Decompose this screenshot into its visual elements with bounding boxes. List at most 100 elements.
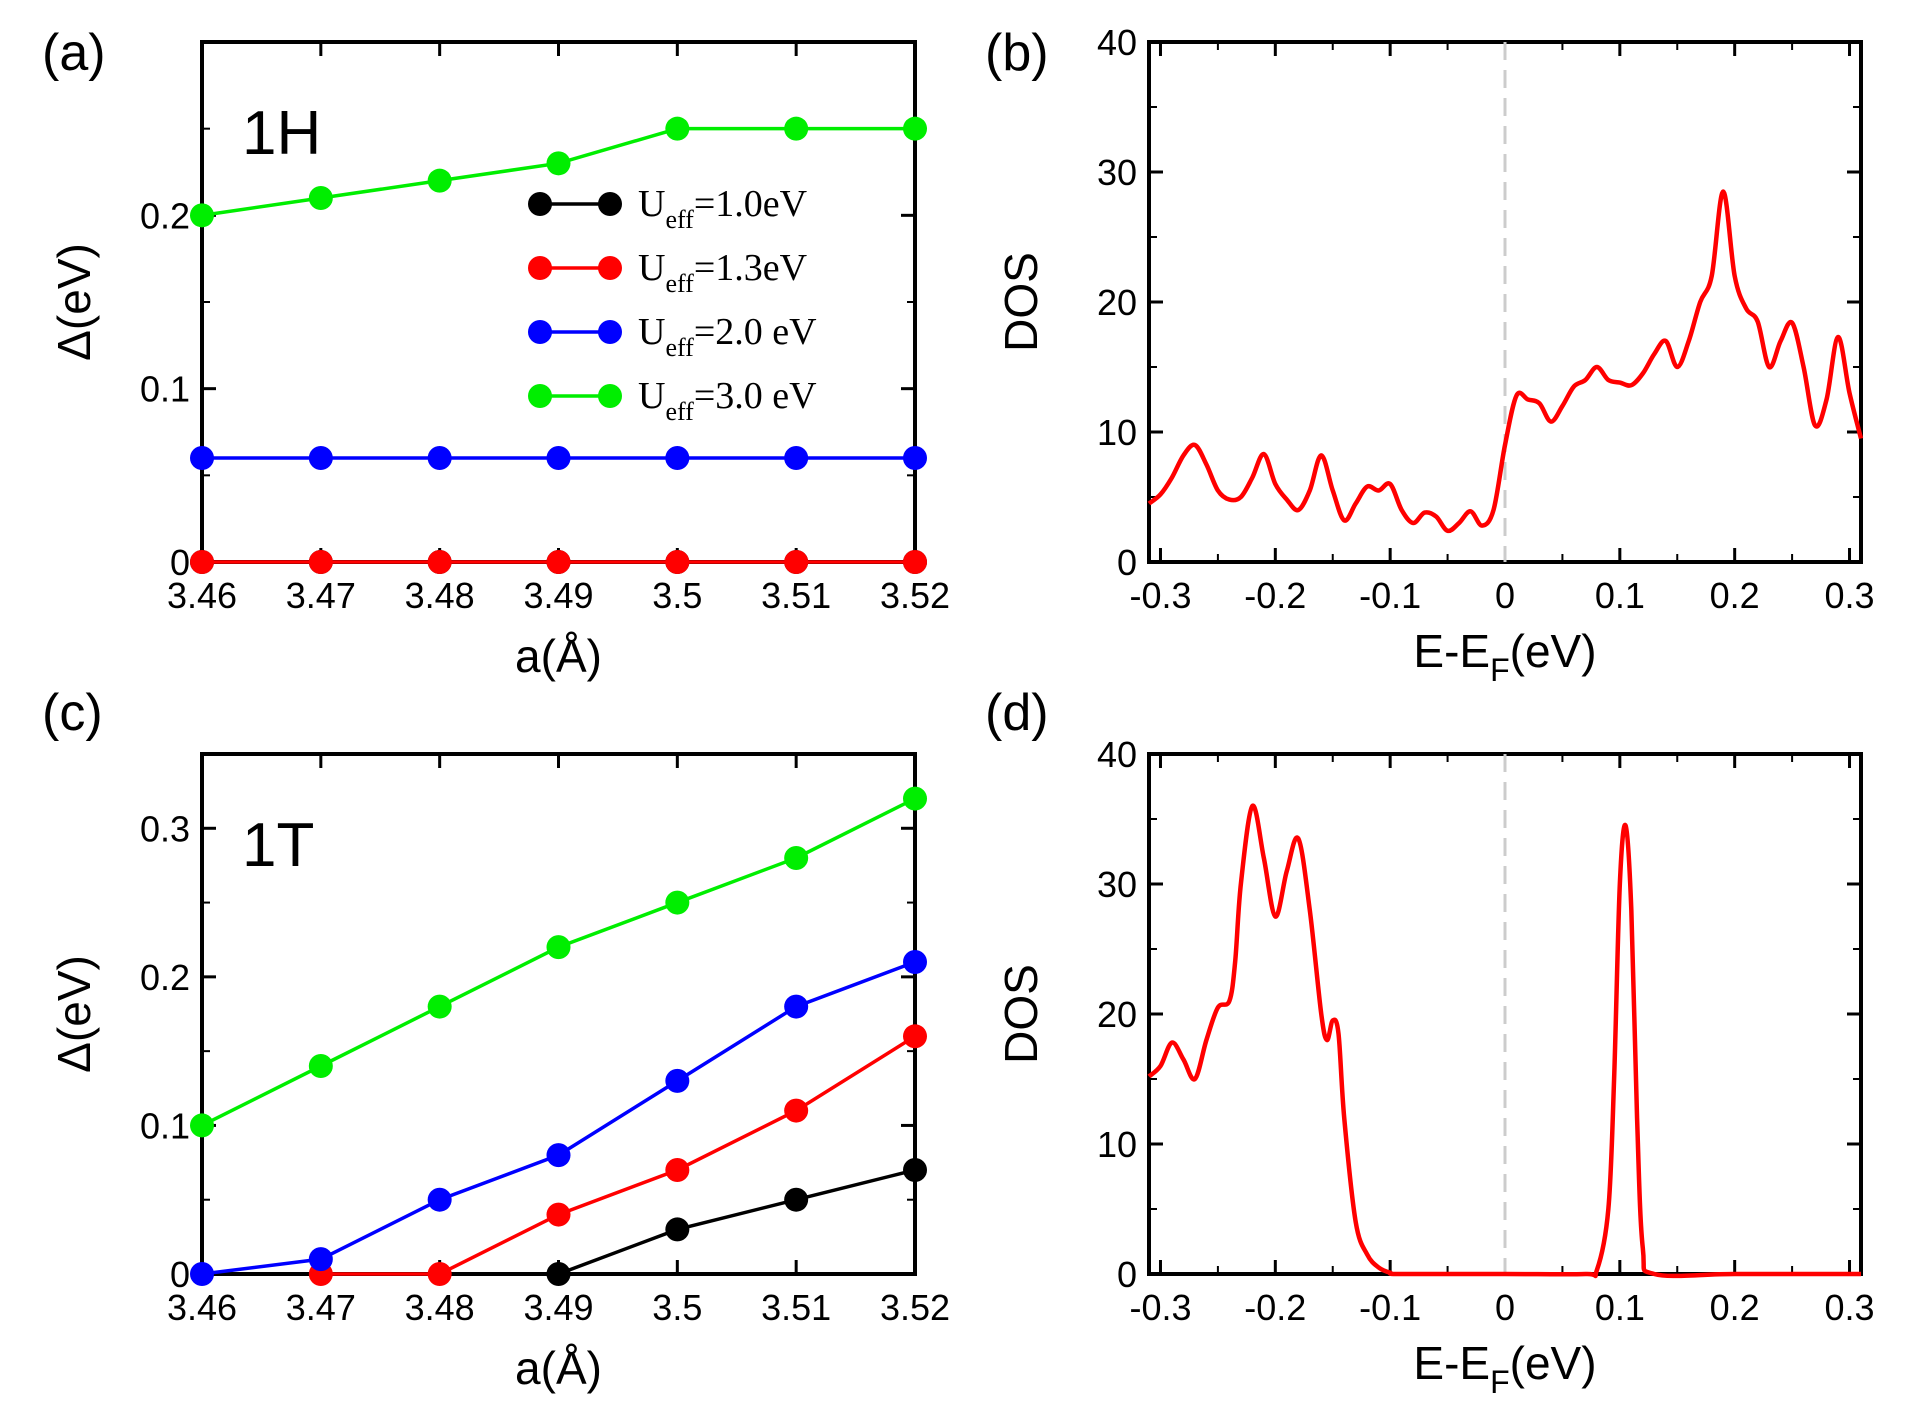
x-tick-label-a: 3.47 xyxy=(286,575,356,616)
panel-label-b: (b) xyxy=(985,24,1049,82)
data-point-c-0 xyxy=(665,1217,690,1242)
y-tick-label-d: 40 xyxy=(1097,734,1137,775)
y-tick-label-b: 20 xyxy=(1097,282,1137,323)
data-point-a-3 xyxy=(190,203,214,228)
x-tick-label-b: -0.3 xyxy=(1129,575,1191,616)
panel-a: (a) 3.46 3.47 3.48 3.49 3.5 3.51 3.52 0 0.1 0.2 a(… xyxy=(42,24,950,682)
y-axis-label-b: DOS xyxy=(995,252,1047,352)
y-tick-label-a: 0.1 xyxy=(140,369,190,410)
y-tick-label-b: 10 xyxy=(1097,412,1137,453)
panel-label-d: (d) xyxy=(985,684,1049,742)
y-tick-label-d: 10 xyxy=(1097,1124,1137,1165)
data-point-c-1 xyxy=(665,1158,690,1182)
y-tick-label-c: 0.2 xyxy=(140,957,190,998)
x-tick-label-c: 3.51 xyxy=(761,1287,831,1328)
data-point-a-3 xyxy=(784,116,809,141)
x-tick-label-a: 3.51 xyxy=(761,575,831,616)
data-point-a-1 xyxy=(308,550,333,574)
y-tick-label-d: 20 xyxy=(1097,994,1137,1035)
x-tick-label-b: 0.1 xyxy=(1595,575,1645,616)
data-point-c-1 xyxy=(546,1202,571,1227)
y-axis-label-c: Δ(eV) xyxy=(48,955,100,1073)
y-tick-label-c: 0 xyxy=(170,1254,190,1295)
data-point-a-2 xyxy=(784,446,809,470)
data-point-c-2 xyxy=(546,1143,571,1168)
data-point-a-3 xyxy=(546,151,571,176)
data-point-a-1 xyxy=(903,550,927,574)
dos-curve-d xyxy=(1147,803,1861,1279)
panel-c: (c) 3.46 3.47 3.48 3.49 3.5 3.51 3.52 0 0.1 0.2 0.… xyxy=(42,684,950,1394)
x-tick-label-d: -0.1 xyxy=(1359,1287,1421,1328)
y-tick-label-b: 40 xyxy=(1097,22,1137,63)
x-tick-label-b: -0.1 xyxy=(1359,575,1421,616)
data-point-c-3 xyxy=(784,846,809,870)
data-point-a-1 xyxy=(784,550,809,574)
x-axis-label-c: a(Å) xyxy=(515,1342,602,1394)
data-point-a-1 xyxy=(546,550,571,574)
legend-a: Ueff=1.0eV Ueff=1.3eV Ueff=2.0 eV Ueff=3.0 … xyxy=(528,183,817,426)
y-tick-label-a: 0 xyxy=(170,542,190,583)
data-point-a-3 xyxy=(903,116,927,141)
x-tick-label-d: 0.1 xyxy=(1595,1287,1645,1328)
y-axis-label-a: Δ(eV) xyxy=(48,243,100,361)
x-tick-label-d: -0.3 xyxy=(1129,1287,1191,1328)
x-axis-label-a: a(Å) xyxy=(515,630,602,682)
data-point-c-2 xyxy=(784,994,809,1019)
x-tick-label-c: 3.5 xyxy=(652,1287,702,1328)
x-tick-label-c: 3.47 xyxy=(286,1287,356,1328)
data-point-a-2 xyxy=(665,446,690,470)
x-tick-label-c: 3.49 xyxy=(523,1287,593,1328)
x-tick-label-b: 0.3 xyxy=(1824,575,1874,616)
x-tick-label-a: 3.49 xyxy=(523,575,593,616)
series-line-c-0 xyxy=(557,1168,916,1276)
y-axis-label-d: DOS xyxy=(995,964,1047,1064)
plot-b: -0.3 -0.2 -0.1 0 0.1 0.2 0.3 0 10 20 30 40 E-EF(eV) D… xyxy=(995,22,1875,688)
data-point-a-1 xyxy=(427,550,452,574)
data-point-c-1 xyxy=(784,1098,809,1123)
legend-label-2: Ueff=2.0 eV xyxy=(638,311,817,362)
data-point-a-2 xyxy=(308,446,333,470)
legend-label-1: Ueff=1.3eV xyxy=(638,247,808,298)
data-point-a-3 xyxy=(308,186,333,210)
phase-label-c: 1T xyxy=(242,811,314,880)
legend-marker-1 xyxy=(598,256,622,280)
data-point-c-3 xyxy=(190,1113,214,1138)
y-tick-label-c: 0.3 xyxy=(140,808,190,849)
panel-label-c: (c) xyxy=(42,684,103,742)
x-tick-label-c: 3.46 xyxy=(167,1287,237,1328)
data-point-c-2 xyxy=(665,1068,690,1093)
legend-marker-3 xyxy=(598,384,622,408)
data-point-a-1 xyxy=(190,550,214,574)
y-tick-label-d: 30 xyxy=(1097,864,1137,905)
phase-label-a: 1H xyxy=(242,99,321,168)
plot-d: -0.3 -0.2 -0.1 0 0.1 0.2 0.3 0 10 20 30 40 E-EF(eV) D… xyxy=(995,734,1875,1400)
x-tick-label-b: 0 xyxy=(1495,575,1515,616)
legend-label-0: Ueff=1.0eV xyxy=(638,183,808,234)
x-tick-label-d: 0.3 xyxy=(1824,1287,1874,1328)
legend-marker-3 xyxy=(528,384,552,408)
x-tick-label-d: -0.2 xyxy=(1244,1287,1306,1328)
legend-marker-2 xyxy=(528,320,552,344)
plot-c: 3.46 3.47 3.48 3.49 3.5 3.51 3.52 0 0.1 0.2 0.3 a(Å… xyxy=(48,752,950,1394)
data-point-c-3 xyxy=(427,994,452,1019)
x-tick-label-a: 3.46 xyxy=(167,575,237,616)
x-tick-label-d: 0 xyxy=(1495,1287,1515,1328)
data-point-c-0 xyxy=(903,1158,927,1182)
panel-b: (b) -0.3 -0.2 -0.1 0 0.1 0.2 0.3 0 10 20 30 40 E-EF(… xyxy=(985,22,1875,688)
x-tick-label-a: 3.52 xyxy=(880,575,950,616)
legend-marker-0 xyxy=(598,192,622,216)
x-axis-label-d: E-EF(eV) xyxy=(1413,1337,1596,1400)
x-tick-label-d: 0.2 xyxy=(1710,1287,1760,1328)
x-tick-label-b: -0.2 xyxy=(1244,575,1306,616)
data-point-a-1 xyxy=(665,550,690,574)
x-tick-label-c: 3.48 xyxy=(405,1287,475,1328)
data-point-a-3 xyxy=(427,168,452,193)
plot-a: 3.46 3.47 3.48 3.49 3.5 3.51 3.52 0 0.1 0.2 a(Å) Δ(… xyxy=(48,40,950,682)
legend-label-3: Ueff=3.0 eV xyxy=(638,375,817,426)
data-point-c-0 xyxy=(784,1187,809,1212)
legend-marker-1 xyxy=(528,256,552,280)
y-tick-label-b: 30 xyxy=(1097,152,1137,193)
x-tick-label-b: 0.2 xyxy=(1710,575,1760,616)
dos-curve-b xyxy=(1147,189,1864,534)
